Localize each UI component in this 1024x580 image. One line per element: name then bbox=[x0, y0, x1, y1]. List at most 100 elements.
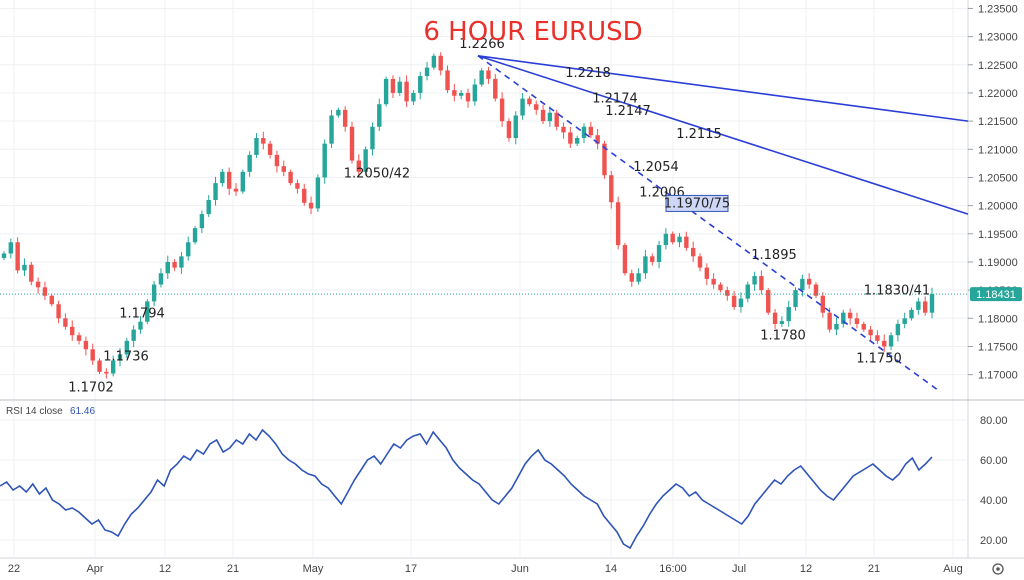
candle bbox=[110, 355, 116, 377]
candle bbox=[56, 300, 61, 324]
candle bbox=[554, 109, 559, 131]
price-axis[interactable]: 1.23500 1.23000 1.22500 1.22000 1.21500 1.210… bbox=[968, 3, 1018, 382]
candle bbox=[117, 348, 123, 367]
candle bbox=[220, 168, 225, 187]
candle bbox=[151, 280, 157, 307]
candle bbox=[131, 325, 136, 348]
price-tick-label: 1.19000 bbox=[978, 257, 1018, 269]
time-axis[interactable]: 22 Apr 12 21 May 17 Jun 14 16:00 Jul 12 21 Aug bbox=[8, 563, 963, 575]
rsi-tick-label: 20.00 bbox=[980, 535, 1008, 547]
price-annotation: 1.1780 bbox=[760, 329, 806, 344]
candle bbox=[158, 268, 164, 288]
candle bbox=[458, 90, 464, 100]
candle bbox=[76, 332, 82, 345]
candle bbox=[186, 236, 191, 261]
candle bbox=[431, 53, 437, 70]
candle bbox=[718, 282, 723, 293]
candle bbox=[766, 287, 771, 315]
candle bbox=[827, 307, 832, 333]
candle bbox=[342, 106, 348, 132]
candle bbox=[759, 270, 764, 295]
candle bbox=[390, 75, 396, 98]
svg-text:1.1794: 1.1794 bbox=[119, 307, 165, 322]
candle bbox=[738, 292, 744, 313]
trendline[interactable] bbox=[477, 55, 969, 215]
candle bbox=[124, 337, 130, 358]
candle bbox=[295, 179, 300, 194]
price-annotation: 1.1830/41 bbox=[864, 284, 930, 299]
candle bbox=[527, 96, 532, 107]
candle bbox=[383, 76, 389, 107]
trendline[interactable] bbox=[477, 54, 969, 122]
time-tick-label: 21 bbox=[227, 563, 239, 575]
time-tick-label: 12 bbox=[159, 563, 171, 575]
rsi-line bbox=[0, 428, 933, 550]
candle bbox=[452, 83, 457, 102]
candle bbox=[609, 170, 614, 209]
svg-text:1.18431: 1.18431 bbox=[976, 289, 1016, 301]
price-tick-label: 1.17000 bbox=[978, 370, 1018, 382]
candle bbox=[752, 271, 757, 291]
candle bbox=[656, 240, 662, 269]
svg-text:1.1895: 1.1895 bbox=[751, 248, 797, 263]
price-tick-label: 1.18000 bbox=[978, 313, 1018, 325]
candle bbox=[820, 292, 826, 318]
last-price-label: 1.18431 bbox=[970, 287, 1022, 302]
candle bbox=[267, 140, 273, 159]
candle bbox=[397, 76, 402, 96]
candle bbox=[404, 75, 409, 108]
candle bbox=[629, 269, 634, 287]
time-tick-label: 16:00 bbox=[659, 563, 687, 575]
candle bbox=[861, 321, 866, 332]
candle bbox=[929, 287, 935, 319]
candle bbox=[29, 261, 34, 286]
candle bbox=[745, 281, 750, 303]
candle bbox=[697, 253, 703, 272]
candle bbox=[261, 131, 266, 150]
rsi-pane: RSI 14 close 61.46 80.00 60.00 40.00 20.00 bbox=[0, 406, 1008, 550]
price-annotation: 1.2147 bbox=[605, 104, 651, 119]
price-annotation: 1.2174 bbox=[592, 92, 638, 107]
price-annotation: 1.1736 bbox=[103, 349, 149, 364]
candle bbox=[35, 277, 41, 294]
candle bbox=[233, 183, 239, 196]
rsi-label: RSI 14 close bbox=[6, 406, 63, 417]
time-tick-label: 12 bbox=[800, 563, 812, 575]
candle bbox=[336, 107, 341, 118]
trendlines bbox=[477, 54, 969, 393]
candle bbox=[813, 282, 819, 299]
candle bbox=[882, 334, 887, 353]
candle bbox=[172, 259, 177, 272]
candle bbox=[588, 121, 594, 139]
chart-title: 6 HOUR EURUSD bbox=[423, 17, 642, 47]
candle bbox=[315, 174, 321, 213]
candle bbox=[63, 313, 68, 330]
price-tick-label: 1.20500 bbox=[978, 172, 1018, 184]
price-annotation: 1.2054 bbox=[633, 160, 679, 175]
candle bbox=[240, 169, 246, 194]
candle bbox=[875, 330, 880, 344]
candle bbox=[465, 88, 471, 108]
candle bbox=[1, 251, 7, 261]
trendline[interactable] bbox=[477, 55, 941, 393]
price-annotation: 1.2266 bbox=[459, 37, 505, 52]
price-annotation: 1.1970/75 bbox=[664, 194, 730, 212]
candle bbox=[83, 336, 89, 356]
candle bbox=[779, 316, 785, 327]
candle bbox=[793, 287, 798, 311]
candle bbox=[834, 317, 839, 336]
candle bbox=[97, 358, 102, 375]
candle bbox=[70, 320, 75, 341]
settings-icon[interactable] bbox=[992, 563, 1004, 575]
candle bbox=[411, 90, 416, 106]
price-annotation: 1.1895 bbox=[751, 248, 797, 263]
candle bbox=[254, 133, 259, 158]
price-annotation: 1.2050/42 bbox=[344, 167, 410, 182]
candle bbox=[574, 135, 580, 146]
time-tick-label: 14 bbox=[605, 563, 617, 575]
candle bbox=[90, 343, 95, 365]
price-tick-label: 1.21500 bbox=[978, 116, 1018, 128]
svg-text:1.1830/41: 1.1830/41 bbox=[864, 284, 930, 299]
svg-text:1.2266: 1.2266 bbox=[459, 37, 505, 52]
candle bbox=[806, 273, 812, 289]
